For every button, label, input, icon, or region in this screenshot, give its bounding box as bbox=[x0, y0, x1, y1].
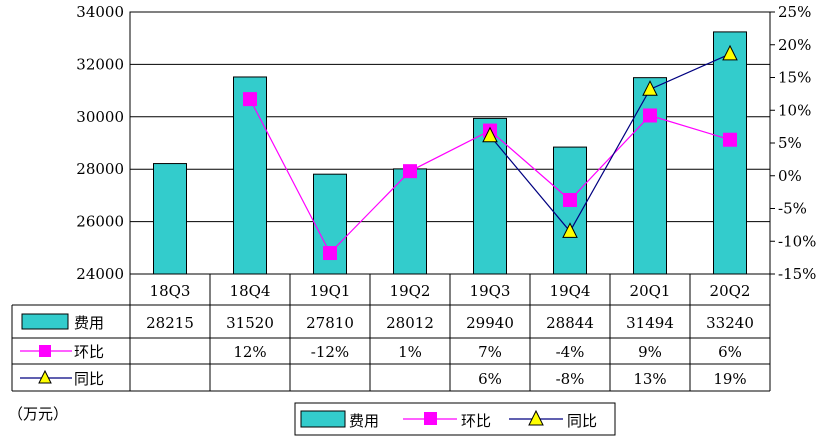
point-huanbi bbox=[243, 92, 257, 107]
point-tongbi bbox=[562, 222, 578, 238]
right-tick-label: 10% bbox=[778, 101, 811, 119]
point-tongbi bbox=[482, 126, 498, 143]
table-cell: 31520 bbox=[226, 314, 274, 332]
legend-label-huanbi: 环比 bbox=[461, 412, 491, 430]
bar-series-feiyong bbox=[153, 31, 747, 275]
gridlines bbox=[130, 63, 770, 223]
line-series bbox=[243, 44, 738, 261]
table-cell: 28215 bbox=[146, 314, 194, 332]
legend-key-tongbi-marker bbox=[528, 409, 544, 426]
legend-key-huanbi-marker bbox=[424, 412, 437, 425]
legend-label-tongbi: 同比 bbox=[567, 412, 597, 430]
table-cell: 6% bbox=[718, 343, 742, 361]
table-cell: 31494 bbox=[626, 314, 674, 332]
left-tick-label: 26000 bbox=[76, 213, 124, 231]
right-tick-label: -10% bbox=[778, 232, 816, 250]
point-huanbi bbox=[563, 192, 577, 207]
legend-key-feiyong bbox=[300, 410, 346, 428]
table-cell: -12% bbox=[311, 343, 349, 361]
table-key-marker bbox=[39, 345, 51, 357]
left-tick-label: 34000 bbox=[76, 3, 124, 21]
left-tick-label: 28000 bbox=[76, 160, 124, 178]
table-key-marker bbox=[38, 369, 52, 384]
bar-20Q2 bbox=[713, 31, 747, 275]
category-label: 18Q3 bbox=[150, 282, 191, 300]
point-huanbi bbox=[643, 108, 657, 123]
right-tick-label: 0% bbox=[778, 167, 802, 185]
category-label: 19Q4 bbox=[550, 282, 591, 300]
table-cell: 1% bbox=[398, 343, 422, 361]
table-cell: 12% bbox=[233, 343, 266, 361]
category-label: 19Q2 bbox=[390, 282, 431, 300]
category-label: 19Q3 bbox=[470, 282, 511, 300]
left-tick-label: 32000 bbox=[76, 55, 124, 73]
left-axis-ticks: 24000 26000 28000 30000 32000 34000 bbox=[76, 3, 124, 283]
bar-18Q3 bbox=[153, 163, 187, 275]
point-huanbi bbox=[323, 246, 337, 261]
plot-border bbox=[129, 11, 771, 275]
table-cell: 19% bbox=[713, 370, 746, 388]
table-cell: 9% bbox=[638, 343, 662, 361]
legend-label-feiyong: 费用 bbox=[349, 412, 379, 430]
right-tick-label: -5% bbox=[778, 200, 807, 218]
right-tick-label: -15% bbox=[778, 265, 816, 283]
category-label: 20Q2 bbox=[710, 282, 751, 300]
table-cell: -8% bbox=[556, 370, 585, 388]
table-cell: -4% bbox=[556, 343, 585, 361]
point-tongbi bbox=[642, 80, 658, 96]
category-label: 19Q1 bbox=[310, 282, 351, 300]
table-cell: 33240 bbox=[706, 314, 754, 332]
left-tick-label: 24000 bbox=[76, 265, 124, 283]
right-tick-label: 5% bbox=[778, 134, 802, 152]
table-cell: 13% bbox=[633, 370, 666, 388]
table-series-name: 同比 bbox=[74, 370, 104, 388]
bar-18Q4 bbox=[233, 76, 267, 275]
table-cell: 29940 bbox=[466, 314, 514, 332]
table-cell: 7% bbox=[478, 343, 502, 361]
line-tongbi bbox=[489, 53, 731, 233]
table-series-name: 费用 bbox=[74, 314, 104, 332]
right-tick-label: 20% bbox=[778, 36, 811, 54]
table-key-bar bbox=[21, 313, 69, 330]
point-tongbi bbox=[722, 44, 738, 61]
bar-20Q1 bbox=[633, 77, 667, 275]
table-cell: 28844 bbox=[546, 314, 594, 332]
left-tick-label: 30000 bbox=[76, 108, 124, 126]
point-huanbi bbox=[403, 164, 417, 179]
right-axis-ticks: -15% -10% -5% 0% 5% 10% 15% 20% 25% bbox=[770, 3, 816, 283]
bar-19Q4 bbox=[553, 146, 587, 275]
table-cell: 28012 bbox=[386, 314, 434, 332]
right-tick-label: 25% bbox=[778, 3, 811, 21]
category-label: 20Q1 bbox=[630, 282, 671, 300]
legend: 费用 环比 同比 bbox=[294, 402, 616, 436]
table-series-name: 环比 bbox=[74, 343, 104, 361]
unit-label: （万元） bbox=[8, 405, 68, 423]
table-cell: 27810 bbox=[306, 314, 354, 332]
plot-frame bbox=[129, 11, 771, 275]
right-tick-label: 15% bbox=[778, 69, 811, 87]
table-cell: 6% bbox=[478, 370, 502, 388]
data-table: 18Q3 18Q4 19Q1 19Q2 19Q3 19Q4 20Q1 20Q2 费用 28215 3… bbox=[11, 274, 771, 392]
point-huanbi bbox=[723, 132, 737, 147]
bar-19Q2 bbox=[393, 168, 427, 275]
category-label: 18Q4 bbox=[230, 282, 271, 300]
